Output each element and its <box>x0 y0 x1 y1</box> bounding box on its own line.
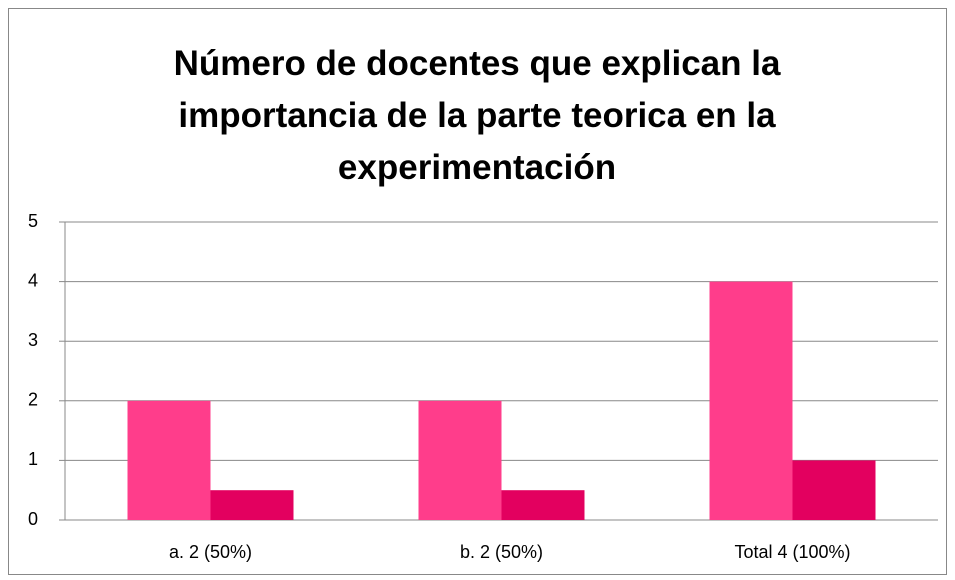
x-tick-label: a. 2 (50%) <box>169 542 252 562</box>
y-tick-label: 0 <box>28 509 38 529</box>
bar <box>127 400 211 520</box>
y-tick-label: 1 <box>28 449 38 469</box>
bar <box>792 460 876 520</box>
chart-title: Número de docentes que explican la impor… <box>173 44 781 187</box>
bar <box>210 490 294 520</box>
y-tick-label: 2 <box>28 390 38 410</box>
y-tick-label: 4 <box>28 270 38 290</box>
bar <box>709 281 793 520</box>
bar <box>418 400 502 520</box>
x-tick-label: b. 2 (50%) <box>460 542 543 562</box>
y-tick-label: 3 <box>28 330 38 350</box>
x-tick-label: Total 4 (100%) <box>734 542 850 562</box>
bar <box>501 490 585 520</box>
y-tick-label: 5 <box>28 211 38 231</box>
